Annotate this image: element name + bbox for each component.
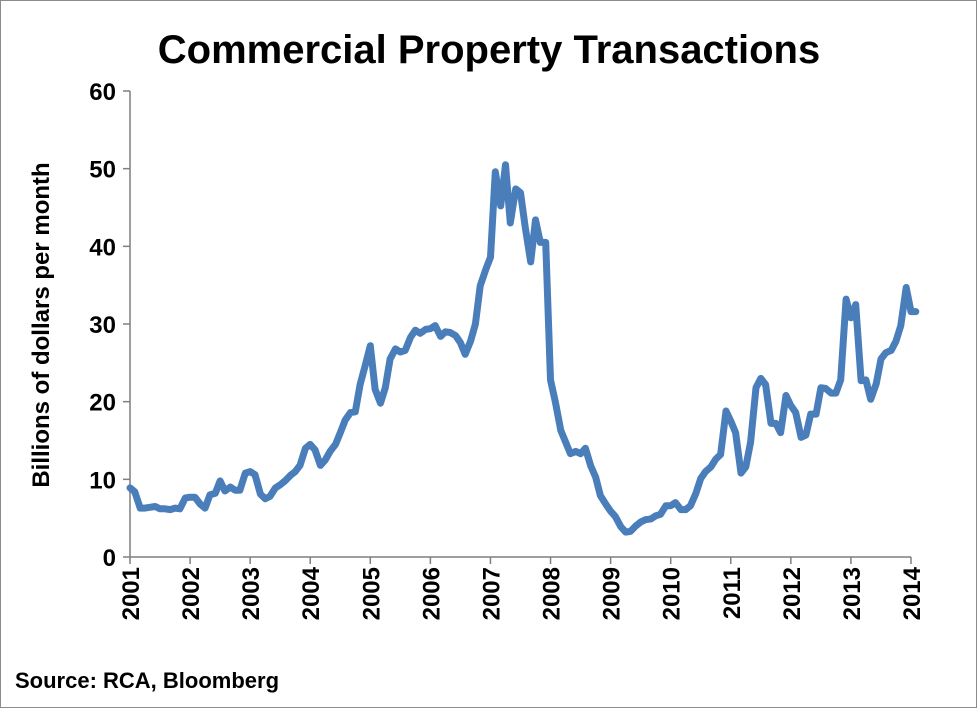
x-tick-label: 2012 xyxy=(779,567,806,620)
x-tick-label: 2011 xyxy=(719,567,746,619)
y-tick-label: 10 xyxy=(89,467,116,494)
x-tick-label: 2010 xyxy=(659,567,686,620)
x-tick-label: 2005 xyxy=(358,567,385,620)
series-line xyxy=(126,161,920,536)
x-tick-label: 2002 xyxy=(178,567,205,620)
y-tick-label: 50 xyxy=(89,157,116,184)
y-tick-label: 20 xyxy=(89,390,116,417)
x-tick-label: 2003 xyxy=(238,567,265,620)
x-tick-label: 2008 xyxy=(539,567,566,620)
x-tick-label: 2001 xyxy=(118,567,145,620)
y-tick-label: 60 xyxy=(89,79,116,106)
y-axis-label: Billions of dollars per month xyxy=(28,162,55,487)
x-tick-label: 2007 xyxy=(478,567,505,620)
x-tick-label: 2013 xyxy=(839,567,866,620)
plot-area: 0 10 20 30 40 50 60 2001 2002 2003 2004 2005 2006 200… xyxy=(89,79,926,620)
x-tick-label: 2004 xyxy=(298,566,325,620)
x-tick-label: 2009 xyxy=(599,567,626,620)
y-tick-label: 30 xyxy=(89,312,116,339)
source-note: Source: RCA, Bloomberg xyxy=(15,668,279,693)
y-tick-label: 40 xyxy=(89,234,116,261)
x-tick-label: 2014 xyxy=(899,566,926,620)
y-tick-label: 0 xyxy=(103,545,116,572)
chart-title: Commercial Property Transactions xyxy=(158,28,820,72)
x-tick-label: 2006 xyxy=(418,567,445,620)
